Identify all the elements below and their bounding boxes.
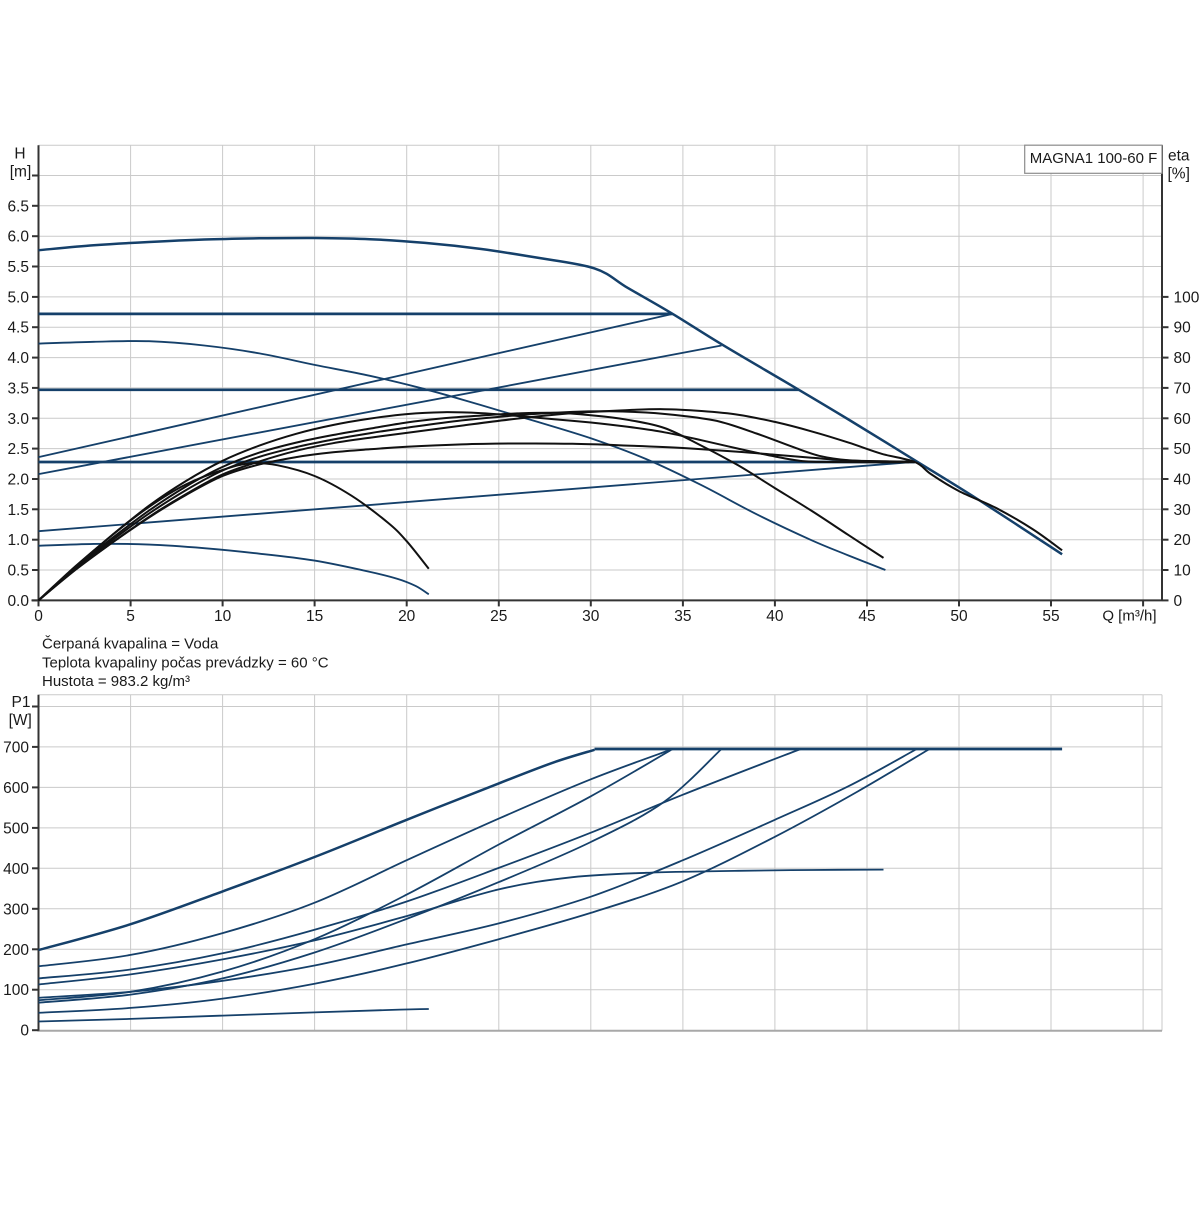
svg-text:4.5: 4.5 [7,320,29,337]
svg-text:40: 40 [1174,472,1192,489]
svg-text:70: 70 [1174,380,1192,397]
svg-text:5.5: 5.5 [7,259,29,276]
svg-text:40: 40 [766,608,784,625]
svg-text:35: 35 [674,608,691,625]
svg-text:20: 20 [398,608,416,625]
svg-text:200: 200 [3,942,29,959]
svg-text:Hustota = 983.2 kg/m³: Hustota = 983.2 kg/m³ [42,673,190,690]
svg-text:10: 10 [214,608,232,625]
svg-text:30: 30 [1174,502,1192,519]
svg-text:[%]: [%] [1168,165,1190,182]
svg-text:60: 60 [1174,411,1192,428]
svg-text:5: 5 [126,608,135,625]
svg-text:Čerpaná kvapalina = Voda: Čerpaná kvapalina = Voda [42,636,219,653]
svg-text:100: 100 [3,982,29,999]
svg-text:0: 0 [1174,593,1183,610]
svg-text:0.0: 0.0 [7,593,29,610]
svg-text:700: 700 [3,739,29,756]
svg-text:6.0: 6.0 [7,229,29,246]
svg-text:80: 80 [1174,350,1192,367]
svg-text:300: 300 [3,901,29,918]
svg-text:H: H [14,146,25,163]
svg-text:[m]: [m] [10,164,32,181]
svg-text:3.5: 3.5 [7,380,29,397]
svg-text:1.5: 1.5 [7,502,29,519]
svg-text:2.0: 2.0 [7,472,29,489]
svg-text:20: 20 [1174,532,1192,549]
svg-text:45: 45 [858,608,875,625]
svg-text:P1: P1 [12,694,31,711]
svg-text:6.5: 6.5 [7,198,29,215]
svg-text:0.5: 0.5 [7,563,29,580]
svg-text:55: 55 [1042,608,1059,625]
svg-text:600: 600 [3,780,29,797]
svg-text:2.5: 2.5 [7,441,29,458]
svg-text:90: 90 [1174,320,1192,337]
svg-text:10: 10 [1174,563,1192,580]
svg-text:15: 15 [306,608,323,625]
svg-text:50: 50 [1174,441,1192,458]
svg-text:25: 25 [490,608,507,625]
svg-text:5.0: 5.0 [7,289,29,306]
svg-text:50: 50 [950,608,968,625]
svg-text:500: 500 [3,820,29,837]
svg-text:30: 30 [582,608,600,625]
svg-text:0: 0 [34,608,43,625]
svg-text:3.0: 3.0 [7,411,29,428]
svg-text:Q [m³/h]: Q [m³/h] [1102,608,1156,625]
svg-text:100: 100 [1174,289,1200,306]
svg-text:400: 400 [3,861,29,878]
svg-text:4.0: 4.0 [7,350,29,367]
svg-text:0: 0 [20,1023,29,1040]
svg-text:eta: eta [1168,148,1190,165]
svg-text:1.0: 1.0 [7,532,29,549]
svg-text:[W]: [W] [9,712,32,729]
svg-text:MAGNA1 100-60 F: MAGNA1 100-60 F [1030,150,1158,167]
svg-text:Teplota kvapaliny počas prevád: Teplota kvapaliny počas prevádzky = 60 °… [42,654,329,671]
